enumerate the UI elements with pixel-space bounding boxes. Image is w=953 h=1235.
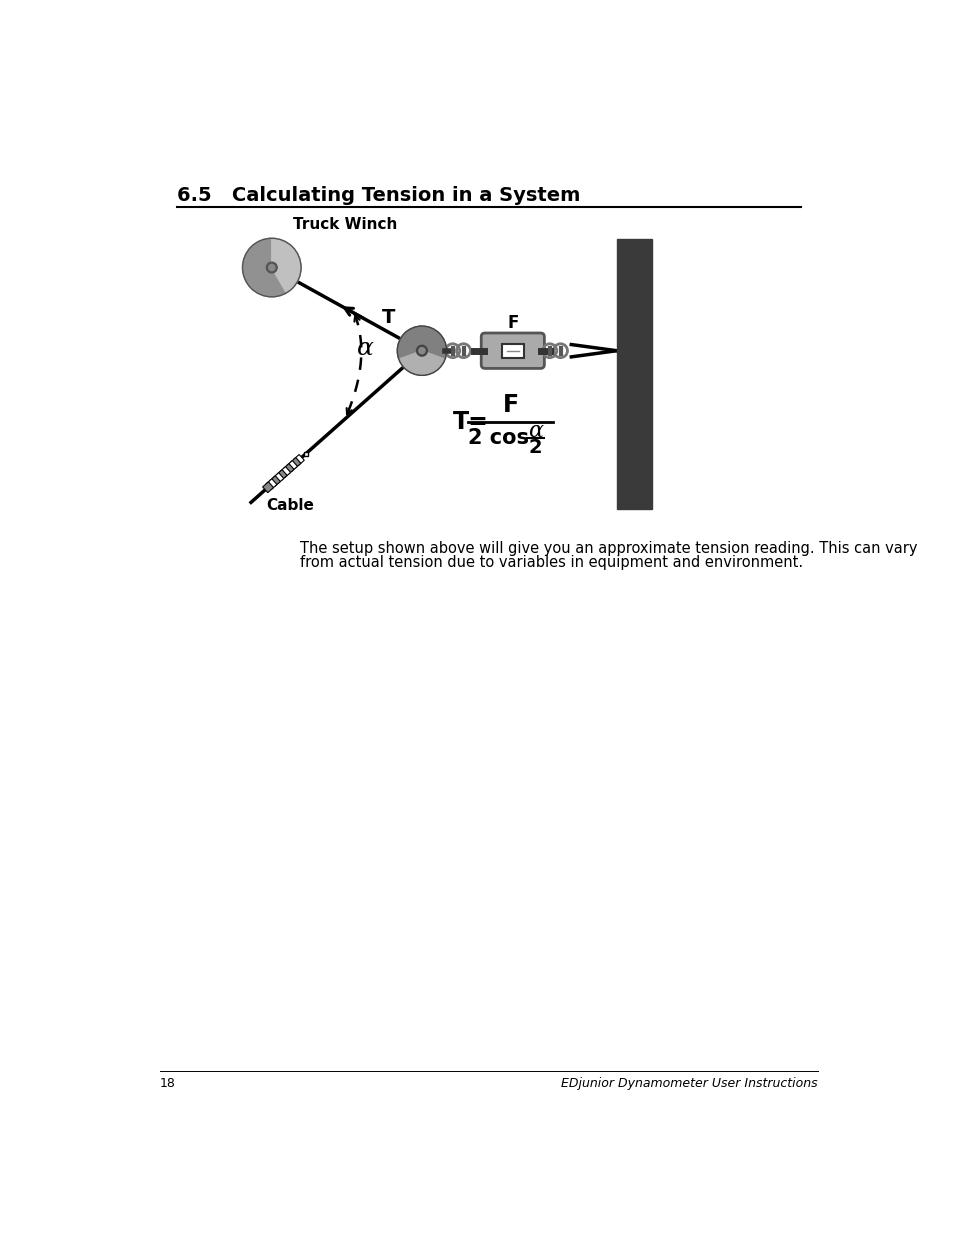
- Text: 2 cos: 2 cos: [468, 429, 529, 448]
- FancyBboxPatch shape: [480, 333, 544, 368]
- Text: T=: T=: [453, 410, 488, 433]
- Polygon shape: [279, 467, 291, 478]
- Polygon shape: [273, 473, 283, 484]
- Polygon shape: [286, 461, 297, 472]
- Polygon shape: [269, 475, 280, 487]
- Polygon shape: [276, 469, 287, 480]
- Polygon shape: [266, 479, 276, 489]
- Wedge shape: [272, 240, 300, 293]
- Text: Truck Winch: Truck Winch: [293, 217, 397, 232]
- Text: F: F: [507, 314, 517, 332]
- Bar: [303, 452, 307, 456]
- Text: 6.5   Calculating Tension in a System: 6.5 Calculating Tension in a System: [177, 186, 579, 205]
- Text: 2: 2: [528, 438, 541, 457]
- Wedge shape: [399, 351, 444, 374]
- Text: EDjunior Dynamometer User Instructions: EDjunior Dynamometer User Instructions: [560, 1077, 817, 1091]
- Text: α: α: [356, 337, 373, 359]
- Text: Cable: Cable: [266, 498, 314, 513]
- Text: from actual tension due to variables in equipment and environment.: from actual tension due to variables in …: [300, 555, 802, 569]
- Text: The setup shown above will give you an approximate tension reading. This can var: The setup shown above will give you an a…: [300, 541, 917, 556]
- Circle shape: [396, 326, 446, 375]
- Circle shape: [416, 346, 427, 356]
- Bar: [501, 343, 523, 358]
- Circle shape: [269, 264, 274, 270]
- Text: 18: 18: [160, 1077, 175, 1091]
- Polygon shape: [290, 457, 300, 468]
- Polygon shape: [262, 482, 274, 493]
- Polygon shape: [283, 463, 294, 474]
- Text: T: T: [381, 308, 395, 327]
- Polygon shape: [294, 454, 304, 466]
- Text: α: α: [527, 420, 542, 442]
- Circle shape: [266, 262, 277, 273]
- Text: F: F: [502, 393, 518, 416]
- Circle shape: [418, 347, 425, 353]
- Bar: [616, 240, 652, 509]
- Circle shape: [242, 238, 301, 296]
